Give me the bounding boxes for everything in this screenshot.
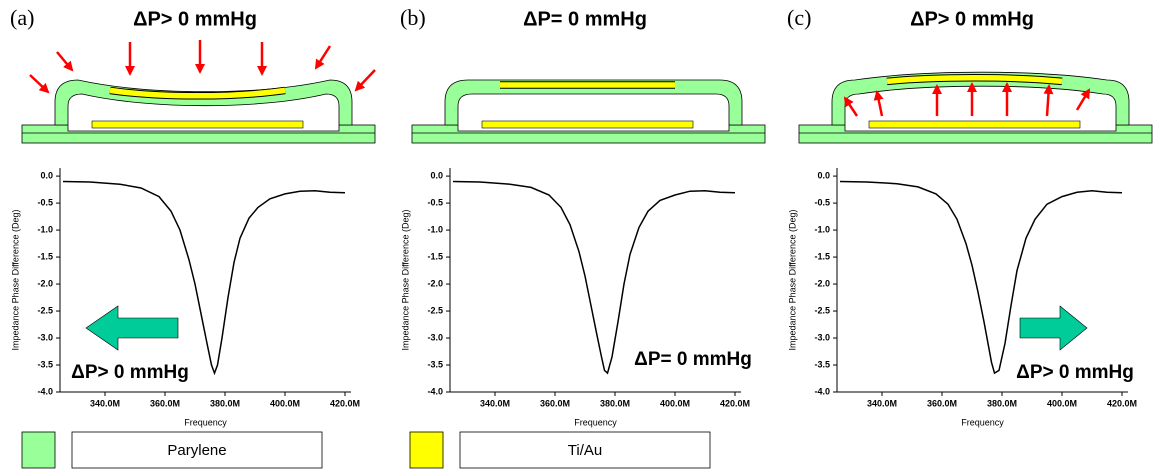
panel-label: (c) [787,5,811,30]
pressure-arrow [1043,84,1054,117]
y-tick-label: 0.0 [430,170,443,180]
top-electrode-fill [886,75,1063,85]
x-tick-label: 380.0M [987,398,1017,408]
y-tick-label: -4.0 [427,386,443,396]
top-electrode-fill [109,87,286,99]
legend-label: Parylene [167,442,226,459]
device-diagram [798,71,1153,144]
y-tick-label: -4.0 [814,386,830,396]
y-tick-label: -1.5 [37,251,53,261]
y-tick-label: -3.0 [814,332,830,342]
annotation: ΔP= 0 mmHg [634,349,752,370]
x-tick-label: 380.0M [600,398,630,408]
x-tick-label: 340.0M [90,398,120,408]
legend-box [71,431,323,469]
y-tick-label: -1.0 [427,224,443,234]
bottom-electrode [481,120,694,129]
x-tick-label: 340.0M [480,398,510,408]
shift-arrow [1019,305,1088,351]
data-line [839,180,1123,375]
pressure-arrow [873,90,884,117]
bottom-electrode [868,120,1081,129]
y-tick-label: -2.0 [814,278,830,288]
y-tick-label: -2.0 [427,278,443,288]
panel-label: (b) [400,5,426,30]
panel-label: (a) [10,5,34,30]
y-tick-label: 0.0 [817,170,830,180]
x-tick-label: 400.0M [1047,398,1077,408]
legend-swatch [21,431,56,469]
y-tick-label: -0.5 [37,197,53,207]
legend-label: Ti/Au [568,442,602,459]
shift-arrow [85,305,179,351]
data-line [62,180,346,376]
x-tick-label: 380.0M [210,398,240,408]
y-axis-label: Impedance Phase Difference (Deg) [787,210,797,351]
panel-title: ΔP> 0 mmHg [910,8,1034,30]
data-line [452,180,736,375]
x-tick-label: 360.0M [150,398,180,408]
x-tick-label: 420.0M [1107,398,1137,408]
x-tick-label: 360.0M [540,398,570,408]
x-tick-label: 340.0M [867,398,897,408]
legend-box [459,431,711,469]
y-tick-label: -2.5 [814,305,830,315]
y-tick-label: -2.5 [427,305,443,315]
annotation: ΔP> 0 mmHg [71,362,189,383]
pressure-arrow [354,69,376,92]
device-diagram [411,79,766,144]
x-tick-label: 360.0M [927,398,957,408]
pressure-arrow [29,74,50,94]
y-tick-label: -0.5 [814,197,830,207]
x-tick-label: 420.0M [330,398,360,408]
pressure-arrow [843,96,859,117]
y-tick-label: 0.0 [40,170,53,180]
y-tick-label: -3.5 [37,359,53,369]
x-axis-label: Frequency [574,417,617,427]
y-tick-label: -2.5 [37,305,53,315]
y-tick-label: -3.5 [427,359,443,369]
y-axis-label: Impedance Phase Difference (Deg) [400,210,410,351]
y-tick-label: -1.0 [37,224,53,234]
x-tick-label: 400.0M [660,398,690,408]
device-diagram [21,40,376,144]
y-tick-label: -3.0 [37,332,53,342]
panel-title: ΔP= 0 mmHg [523,8,647,30]
y-tick-label: -1.5 [427,251,443,261]
x-tick-label: 400.0M [270,398,300,408]
panel-title: ΔP> 0 mmHg [133,8,257,30]
y-tick-label: -1.0 [814,224,830,234]
y-tick-label: -4.0 [37,386,53,396]
x-axis-label: Frequency [184,417,227,427]
y-axis-label: Impedance Phase Difference (Deg) [10,210,20,351]
annotation: ΔP> 0 mmHg [1016,362,1134,383]
bottom-electrode [91,120,304,129]
y-tick-label: -2.0 [37,278,53,288]
pressure-arrow [56,51,74,72]
x-tick-label: 420.0M [720,398,750,408]
pressure-arrow [1075,88,1091,111]
y-tick-label: -3.0 [427,332,443,342]
y-tick-label: -0.5 [427,197,443,207]
x-axis-label: Frequency [961,417,1004,427]
y-tick-label: -3.5 [814,359,830,369]
y-tick-label: -1.5 [814,251,830,261]
legend-swatch [409,431,444,469]
pressure-arrow [314,45,332,70]
